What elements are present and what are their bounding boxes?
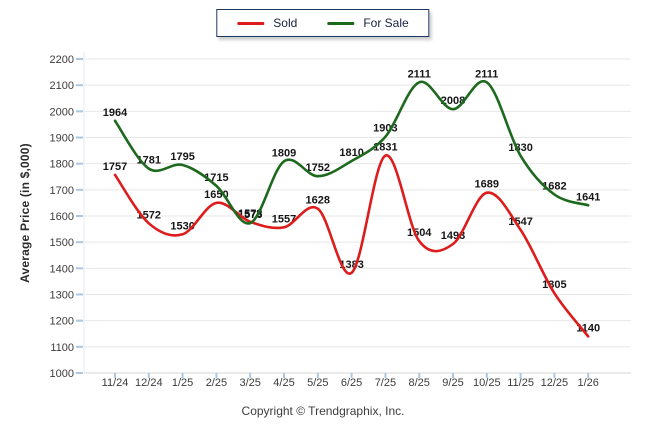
x-tick-label: 11/24 [102,377,129,389]
x-tick-label: 4/25 [273,377,294,389]
sold-point-label: 1831 [373,142,397,154]
legend-label-sold: Sold [273,16,298,30]
y-tick-label: 1600 [50,211,74,223]
x-tick-label: 7/25 [375,377,396,389]
sold-point-label: 1557 [272,213,296,225]
x-tick-label: 1/25 [172,377,193,389]
sold-point-label: 1628 [306,195,330,207]
y-tick-label: 1900 [50,133,74,145]
x-tick-label: 3/25 [239,377,260,389]
x-tick-label: 8/25 [408,377,429,389]
sold-point-label: 1305 [542,279,566,291]
for-sale-point-label: 1752 [306,162,330,174]
x-tick-label: 1/26 [577,377,598,389]
x-tick-label: 12/25 [541,377,569,389]
legend-item-sold: Sold [237,17,297,29]
for-sale-point-label: 1795 [170,151,194,163]
for-sale-line [113,79,590,225]
y-tick-label: 2200 [50,54,74,66]
y-tick-label: 1800 [50,159,74,171]
sold-line [113,154,590,338]
for-sale-point-label: 1964 [103,107,128,119]
y-tick-label: 2100 [50,80,74,92]
for-sale-point-label: 2111 [475,68,498,80]
x-tick-label: 10/25 [473,377,501,389]
x-tick-label: 11/25 [507,377,534,389]
sold-point-label: 1504 [407,227,432,239]
legend-label-for-sale: For Sale [363,16,409,30]
legend-item-for-sale: For Sale [327,16,409,30]
sold-line-swatch [237,21,265,25]
sold-point-label: 1140 [576,322,600,334]
x-tick-label: 6/25 [341,377,362,389]
y-tick-label: 1200 [50,316,74,328]
y-tick-label: 1700 [50,185,74,197]
for-sale-point-label: 2111 [408,68,431,80]
sold-point-label: 1493 [441,230,465,242]
for-sale-line-swatch [327,21,355,25]
x-tick-label: 5/25 [307,377,328,389]
x-tick-label: 9/25 [442,377,463,389]
for-sale-point-label: 1641 [576,191,600,203]
x-tick-label: 12/24 [135,377,163,389]
y-tick-label: 2000 [50,106,74,118]
for-sale-point-label: 1809 [272,147,296,159]
y-tick-label: 1500 [50,237,74,249]
legend: Sold For Sale [216,9,430,37]
y-tick-label: 1300 [50,290,74,302]
y-tick-label: 1000 [50,368,74,380]
y-tick-label: 1100 [50,342,74,354]
x-tick-label: 2/25 [206,377,227,389]
copyright-text: Copyright © Trendgraphix, Inc. [241,404,405,418]
for-sale-point-label: 1830 [508,142,532,154]
y-axis-title: Average Price (in $,000) [18,143,32,283]
y-tick-label: 1400 [50,263,74,275]
sold-point-label: 1757 [103,161,127,173]
for-sale-point-label: 1810 [339,147,363,159]
sold-point-label: 1689 [475,179,499,191]
